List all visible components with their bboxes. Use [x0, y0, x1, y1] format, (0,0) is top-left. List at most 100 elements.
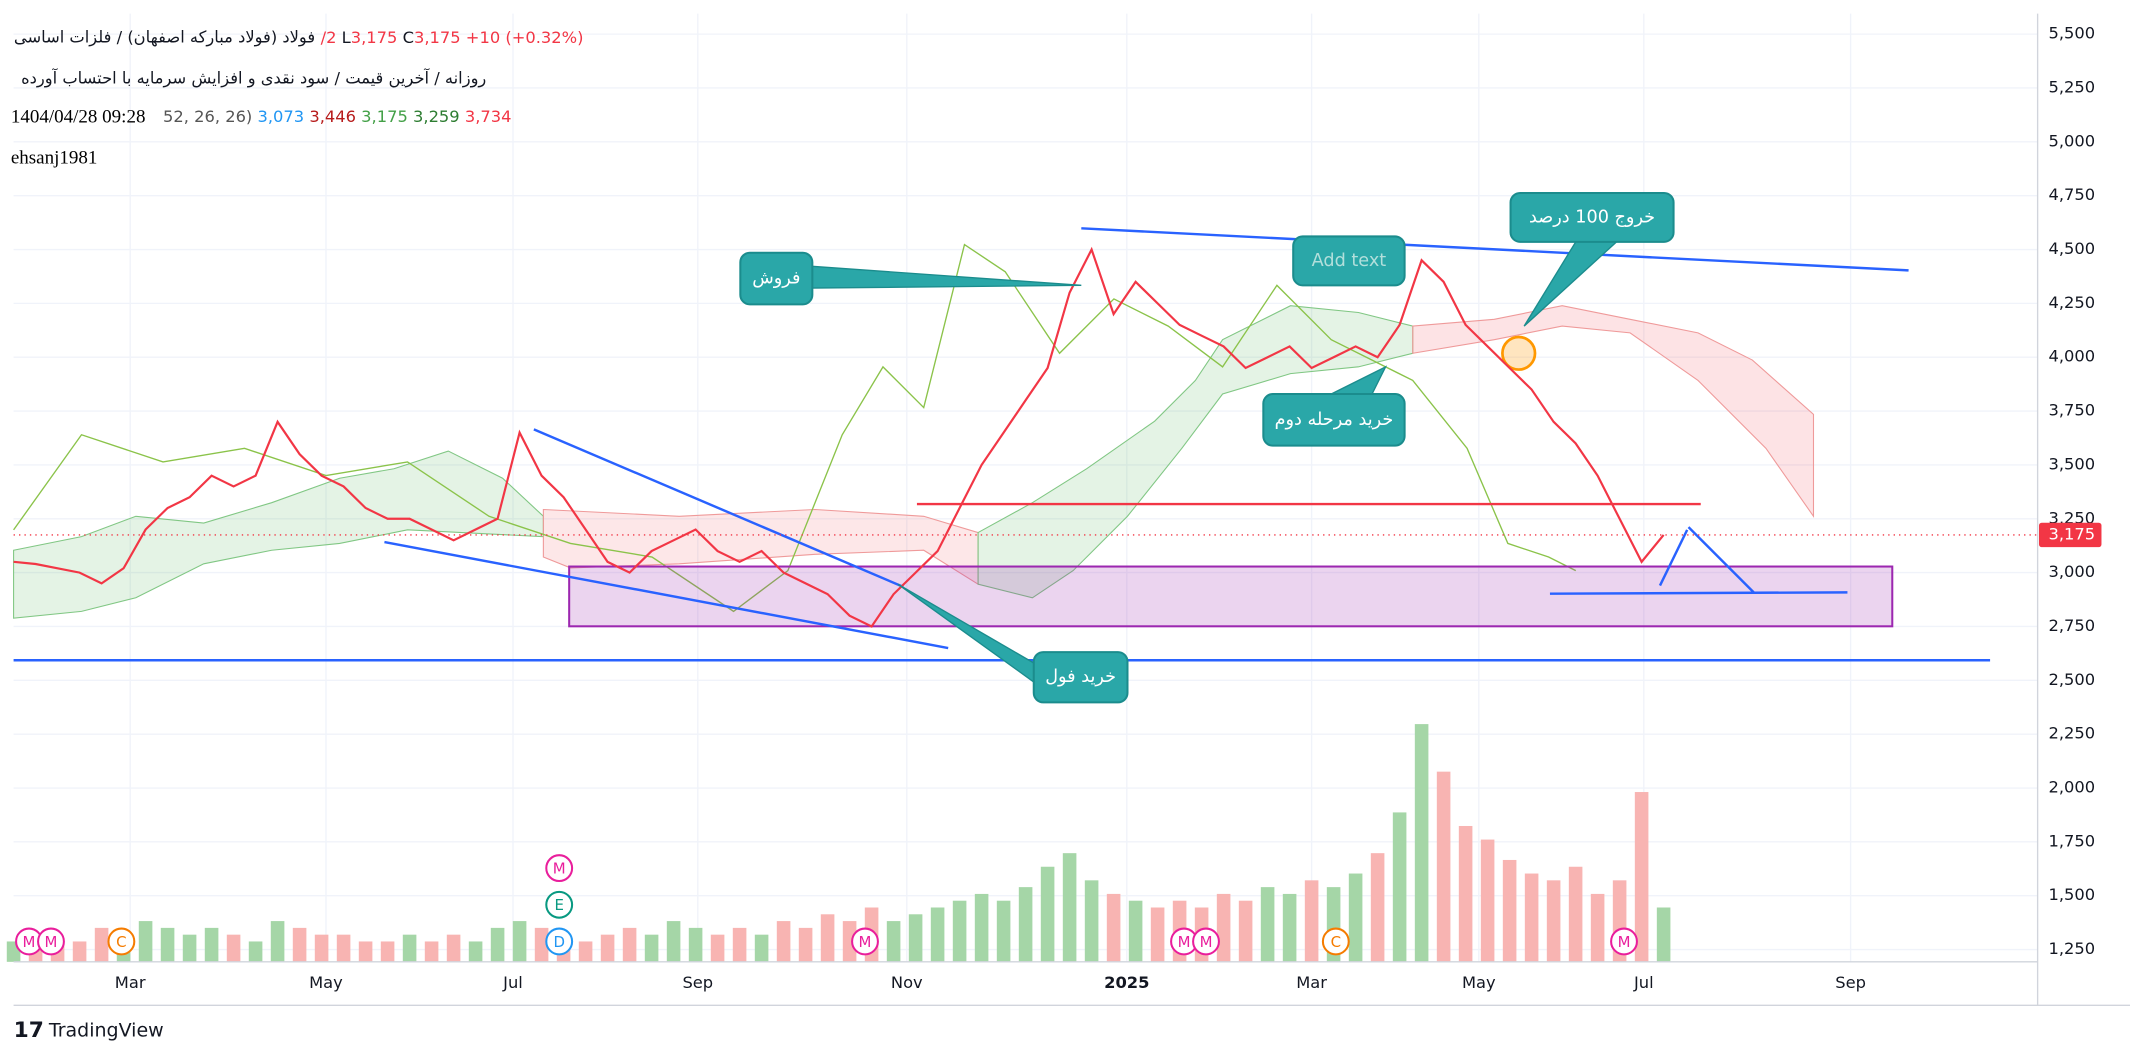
event-label: M	[1618, 933, 1631, 951]
indicator-value: 3,446	[309, 106, 356, 125]
volume-bar	[1502, 859, 1517, 962]
volume-bar	[1150, 907, 1165, 962]
event-label: M	[1200, 933, 1213, 951]
indicator-value: 3,175	[361, 106, 408, 125]
trend-line	[1081, 227, 1909, 272]
y-tick-label: 2,750	[2048, 616, 2095, 635]
volume-bar	[930, 907, 945, 962]
indicator-value: 3,073	[257, 106, 304, 125]
event-label: M	[553, 859, 566, 877]
x-tick-label: Mar	[1296, 973, 1327, 992]
volume-bar	[1546, 880, 1561, 962]
callouts: فروش Add text خروج 100 درصد خرید مرحله دوم خ…	[739, 191, 1675, 704]
trend-line	[384, 540, 949, 650]
y-tick-label: 4,750	[2048, 185, 2095, 204]
volume-bar	[600, 934, 615, 962]
x-tick-label: Sep	[1835, 973, 1866, 992]
ohlc: /2 L3,175 C3,175 +10 (+0.32%)	[321, 28, 584, 47]
highlight-circle	[1501, 335, 1537, 371]
volume-bar	[1128, 900, 1143, 962]
y-tick-label: 3,000	[2048, 562, 2095, 581]
volume-bar	[512, 921, 527, 962]
event-label: E	[554, 896, 563, 914]
indicator-line: 52, 26, 26) 3,073 3,446 3,175 3,259 3,73…	[163, 106, 512, 125]
callout-text: خرید فول	[1045, 667, 1116, 687]
volume-bar	[1480, 839, 1495, 962]
event-marker	[851, 927, 879, 956]
volume-bar	[1590, 893, 1605, 962]
x-tick-label: May	[1462, 973, 1496, 992]
callout-text: خرید مرحله دوم	[1275, 410, 1394, 430]
volume-bar	[1260, 887, 1275, 962]
volume-bar	[710, 934, 725, 962]
volume-bar	[1106, 893, 1121, 962]
volume-bar	[270, 921, 285, 962]
last-price-label: 3,175	[2048, 524, 2095, 543]
symbol-title: فولاد (فولاد مبارکه اصفهان) / فلزات اساس…	[14, 28, 315, 48]
timestamp: 1404/04/28 09:28	[11, 107, 146, 128]
subtitle: روزانه / آخرین قیمت / سود نقدی و افزایش …	[21, 68, 486, 88]
volume-bar	[534, 927, 549, 962]
y-tick-label: 5,500	[2048, 24, 2095, 43]
event-marker	[1321, 927, 1350, 956]
volume-bar	[380, 941, 395, 962]
volume-bar	[468, 941, 483, 962]
x-tick-label: 2025	[1104, 973, 1149, 992]
y-tick-label: 2,000	[2048, 778, 2095, 797]
trend-line	[533, 428, 904, 589]
volume-bar	[1634, 792, 1649, 962]
author: ehsanj1981	[11, 147, 98, 168]
grid	[13, 13, 2038, 962]
volume-bar	[1458, 825, 1473, 962]
volume-bar	[776, 921, 791, 962]
y-tick-label: 1,500	[2048, 885, 2095, 904]
indicator-value: 3,734	[465, 106, 512, 125]
volume-bar	[1436, 771, 1451, 962]
y-tick-label: 3,750	[2048, 401, 2095, 420]
y-tick-label: 1,250	[2048, 939, 2095, 958]
event-label: M	[23, 933, 36, 951]
y-tick-label: 5,000	[2048, 131, 2095, 150]
ohlc-part: 3,175	[414, 28, 461, 47]
y-tick-label: 4,000	[2048, 347, 2095, 366]
volume-bar	[1216, 893, 1231, 962]
y-tick-label: 5,250	[2048, 77, 2095, 96]
event-marker	[1610, 927, 1638, 956]
event-label: M	[859, 933, 872, 951]
y-tick-label: 2,250	[2048, 724, 2095, 743]
y-tick-label: 3,500	[2048, 454, 2095, 473]
last-price-badge	[2038, 522, 2102, 548]
y-tick-label: 4,500	[2048, 239, 2095, 258]
ohlc-part: C	[403, 28, 414, 47]
x-tick-label: Sep	[682, 973, 713, 992]
ohlc-part: L	[342, 28, 351, 47]
event-marker	[107, 927, 136, 956]
y-tick-label: 3,250	[2048, 508, 2095, 527]
volume-bar	[1524, 873, 1539, 962]
event-label: C	[116, 933, 126, 951]
volume-bar	[292, 927, 307, 962]
callout-text: فروش	[752, 269, 800, 289]
y-tick-label: 4,250	[2048, 293, 2095, 312]
ohlc-part: 3,175	[351, 28, 398, 47]
callout-box	[1032, 651, 1129, 704]
volume-bar	[578, 941, 593, 962]
event-marker	[545, 854, 574, 883]
volume-bar	[1656, 907, 1671, 962]
volume-bar	[1062, 853, 1077, 962]
ohlc-part: /2	[321, 28, 337, 47]
volume-bar	[886, 921, 901, 962]
volume-bar	[842, 921, 857, 962]
x-tick-label: Nov	[891, 973, 923, 992]
volume-bar	[798, 927, 813, 962]
volume-bar	[490, 927, 505, 962]
ohlc-part: +10 (+0.32%)	[466, 28, 584, 47]
volume-bar	[644, 934, 659, 962]
callout-box	[1509, 191, 1675, 243]
volume-bar	[1348, 873, 1363, 962]
indicator-value: 3,259	[413, 106, 460, 125]
volume-bar	[996, 900, 1011, 962]
volume-bar	[622, 927, 637, 962]
